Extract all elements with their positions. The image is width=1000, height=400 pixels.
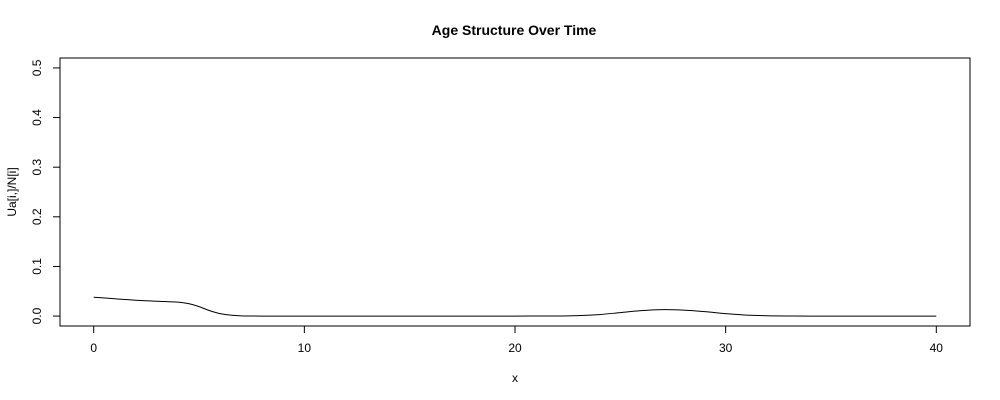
chart-title: Age Structure Over Time	[432, 22, 597, 38]
series-layer	[93, 296, 937, 317]
x-tick-label: 20	[508, 341, 522, 355]
y-tick-label: 0.1	[30, 258, 44, 275]
x-tick-label: 10	[298, 341, 312, 355]
x-tick-label: 0	[90, 341, 97, 355]
x-axis-label: x	[512, 371, 518, 385]
y-tick-label: 0.0	[30, 307, 44, 324]
y-axis: 0.0 0.1 0.2 0.3 0.4 0.5	[30, 59, 61, 324]
y-tick-label: 0.3	[30, 159, 44, 176]
y-tick-label: 0.2	[30, 208, 44, 225]
plot-area-frame	[59, 57, 971, 327]
x-tick-label: 40	[930, 341, 944, 355]
y-tick-label: 0.4	[30, 109, 44, 126]
x-axis: 0 10 20 30 40	[90, 325, 944, 355]
y-axis-label: Ua[i,]/N[i]	[5, 167, 19, 216]
series-line-0	[93, 296, 937, 317]
y-tick-label: 0.5	[30, 59, 44, 76]
x-tick-label: 30	[719, 341, 733, 355]
